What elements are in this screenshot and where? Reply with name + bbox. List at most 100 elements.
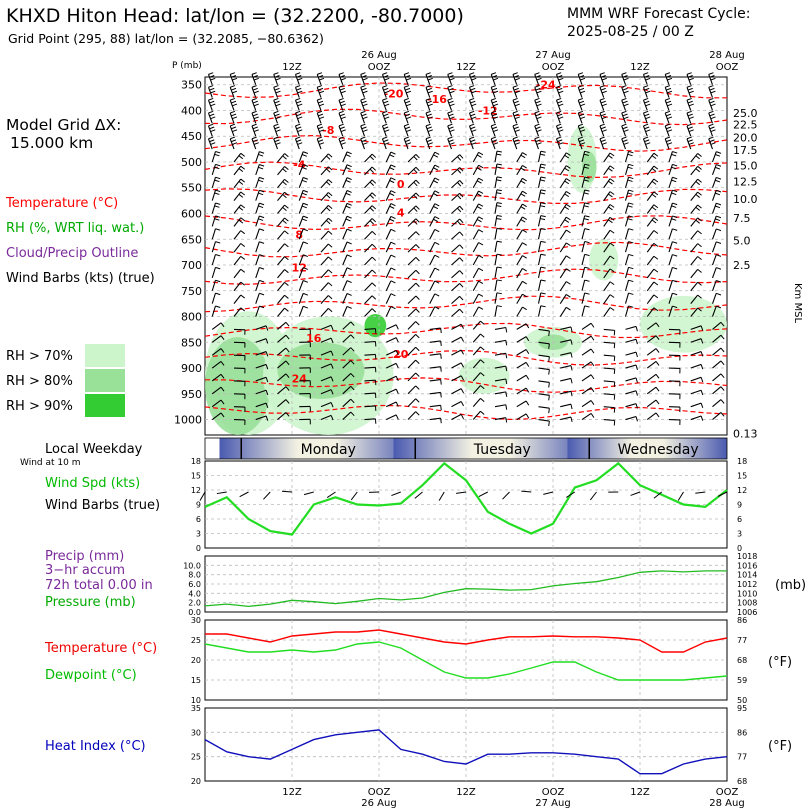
wind-barb: [690, 268, 699, 279]
wind-barb-flag: [259, 254, 265, 257]
wind-barb-flag: [390, 241, 396, 245]
wind-barb: [429, 151, 436, 163]
wind-barb: [277, 334, 287, 343]
wind-barb-flag: [505, 417, 508, 423]
wind-barb-flag: [628, 292, 634, 295]
wind-barb: [255, 363, 267, 369]
wind-barb-flag: [471, 142, 477, 145]
wind-barb-flag: [715, 218, 721, 222]
wind-barb-flag: [208, 110, 214, 114]
wind-barb-flag: [449, 77, 455, 81]
wind-barb-flag: [578, 123, 584, 127]
wind-barb: [559, 281, 567, 292]
wind-barb: [642, 138, 648, 150]
accum-label: 3−hr accum: [45, 563, 125, 578]
wind-barb-flag: [478, 306, 484, 310]
wind-barb-flag: [635, 339, 638, 345]
surface-wind-barb: [456, 491, 467, 494]
wind-barb-flag: [295, 72, 301, 75]
panel-right-tick-label: 15: [737, 472, 747, 481]
wind-barb-flag: [346, 254, 352, 258]
wind-barb-flag: [558, 77, 564, 81]
wind-barb-flag: [251, 97, 257, 101]
wind-barb: [211, 280, 216, 291]
wind-barb-flag: [231, 75, 237, 78]
wind-barb-flag: [471, 90, 477, 94]
wind-barb: [298, 228, 304, 240]
wind-barb: [625, 325, 637, 330]
wind-barb: [516, 203, 523, 214]
wind-barb-flag: [536, 77, 542, 81]
wind-barb-flag: [565, 229, 571, 234]
wind-barb-flag: [608, 206, 613, 211]
wind-barb-flag: [405, 126, 411, 130]
wind-barb-flag: [339, 113, 345, 117]
wind-barb: [233, 191, 242, 201]
panel-tick-label: 15: [191, 472, 201, 481]
surface-wind-barb: [438, 491, 445, 501]
wind-barb-flag: [230, 136, 236, 140]
wind-barb-flag: [346, 241, 352, 245]
wind-barb: [690, 204, 699, 214]
weekday-frame: [204, 437, 728, 460]
wind-barb: [342, 280, 348, 291]
temperature-contour-label: 0: [397, 178, 405, 191]
pressure-tick-label: 400: [181, 104, 202, 117]
wind-barb-flag: [301, 179, 307, 183]
wind-barb-flag: [360, 85, 366, 88]
wind-barb-flag: [350, 360, 355, 365]
wind-barb: [537, 163, 542, 175]
wind-barb-flag: [296, 75, 302, 78]
wind-barb-flag: [231, 87, 237, 91]
wind-barb-flag: [496, 253, 502, 256]
wind-barb-flag: [496, 202, 502, 205]
pressure-tick-label: 450: [181, 130, 202, 143]
wind-barb-flag: [635, 403, 638, 409]
wind-barb: [429, 267, 436, 279]
wind-barb-flag: [558, 116, 564, 120]
wind-barb-flag: [540, 266, 546, 269]
wind-barb-flag: [655, 335, 660, 340]
wind-barb-flag: [220, 412, 225, 418]
wind-barb: [451, 362, 462, 369]
wind-barb: [429, 229, 436, 240]
wind-barb: [407, 398, 417, 408]
surface-wind-barb: [303, 491, 314, 496]
wind-barb-flag: [688, 103, 694, 107]
wind-barb-flag: [491, 97, 497, 101]
wind-barb: [560, 352, 572, 356]
wind-barb-flag: [383, 113, 389, 117]
wind-barb: [668, 202, 673, 214]
wind-barb-flag: [710, 77, 716, 81]
wind-barb-flag: [522, 306, 527, 311]
wind-barb: [386, 350, 397, 356]
wind-barb-flag: [686, 110, 692, 114]
wind-barb: [277, 373, 287, 382]
wind-barb-flag: [230, 110, 236, 114]
wind-barb: [494, 378, 506, 382]
wind-barb: [233, 294, 242, 304]
wind-barb: [516, 361, 527, 369]
wind-barb-flag: [522, 190, 527, 195]
wind-barb-flag: [520, 193, 526, 197]
wind-barb-flag: [382, 97, 388, 101]
wind-barb-flag: [599, 72, 605, 75]
wind-barb: [451, 323, 462, 330]
wind-barb-flag: [655, 399, 660, 405]
wind-barb-flag: [609, 294, 615, 298]
wind-barb-flag: [459, 283, 464, 288]
wind-barb: [472, 333, 481, 343]
wind-barb-flag: [564, 193, 570, 198]
wind-barb-flag: [346, 280, 352, 284]
top-time-label: OOZ: [716, 62, 739, 73]
wind-barb-flag: [708, 123, 714, 127]
wind-barb-flag: [645, 77, 651, 81]
wind-barb-flag: [710, 103, 716, 107]
wind-barb-flag: [672, 292, 678, 296]
wind-barb: [211, 360, 222, 369]
wind-barb-flag: [318, 113, 324, 117]
wind-barb-flag: [318, 139, 324, 143]
wind-barb-flag: [666, 113, 672, 117]
wind-barb-flag: [710, 90, 716, 94]
wind-barb: [581, 279, 586, 291]
